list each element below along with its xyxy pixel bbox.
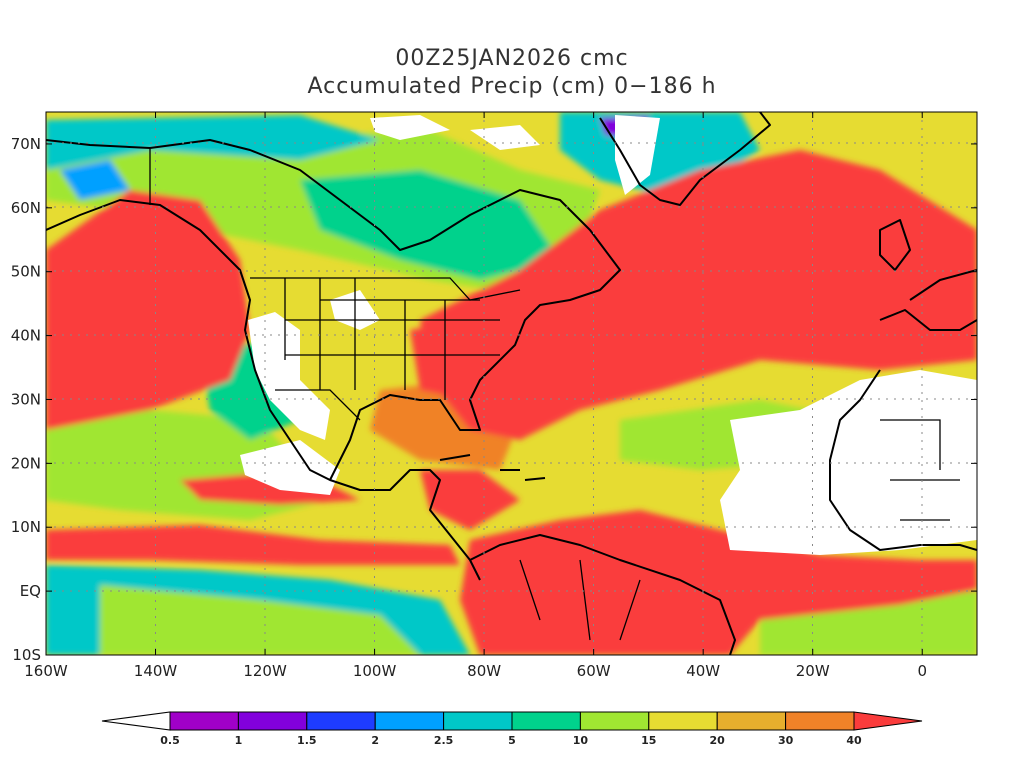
lat-tick-label: 10S: [12, 646, 41, 664]
dry-region-sahara: [720, 370, 977, 555]
boundary-africa: [880, 419, 960, 521]
lon-tick-label: 60W: [577, 662, 611, 680]
boundary-us-states: [284, 278, 500, 400]
lon-tick-label: 140W: [134, 662, 178, 680]
map-frame: [45, 111, 978, 656]
lat-tick-label: 50N: [11, 263, 41, 281]
dry-region-southwest-us: [248, 312, 330, 440]
colorbar-label: 40: [846, 734, 862, 747]
lon-tick-label: 40W: [686, 662, 720, 680]
coastline-europe: [879, 219, 977, 331]
coastline-north-america: [46, 139, 621, 481]
colorbar-bin: [101, 711, 171, 731]
colorbar-bin: [853, 711, 923, 731]
boundary-us-canada: [250, 277, 521, 301]
lat-tick-label: 70N: [11, 135, 41, 153]
lon-tick-label: 120W: [243, 662, 287, 680]
colorbar-label: 30: [778, 734, 794, 747]
lat-tick-label: 10N: [11, 518, 41, 536]
colorbar-bin: [237, 711, 308, 731]
precip-field-red-southamerica: [460, 510, 977, 655]
precip-field-green-pacific-south: [100, 585, 420, 655]
colorbar-label: 2.5: [434, 734, 454, 747]
colorbar-label: 0.5: [160, 734, 180, 747]
precip-field-teal-canada: [300, 170, 560, 280]
colorbar-bin: [716, 711, 787, 731]
dry-region-arctic-isles: [370, 115, 450, 140]
colorbar-bin: [443, 711, 513, 731]
coastline-greenland: [599, 112, 771, 206]
lat-tick-label: 40N: [11, 327, 41, 345]
lon-tick-label: 160W: [24, 662, 68, 680]
colorbar-label: 20: [710, 734, 726, 747]
colorbar-bin: [511, 711, 581, 731]
lon-tick-label: 20W: [796, 662, 830, 680]
colorbar-label: 5: [508, 734, 516, 747]
precip-field-red-northpacific: [46, 190, 250, 430]
colorbar-label: 10: [573, 734, 589, 747]
lat-tick-label: 30N: [11, 390, 41, 408]
lat-tick-label: 20N: [11, 454, 41, 472]
boundary-south-america: [519, 559, 641, 641]
lat-tick-label: 60N: [11, 199, 41, 217]
map-title-line1: 00Z25JAN2026 cmc: [395, 46, 629, 71]
precip-field-red-caribbean: [420, 470, 520, 530]
colorbar-label: 2: [371, 734, 379, 747]
colorbar-label: 1.5: [297, 734, 317, 747]
colorbar: 0.5 1 1.5 2 2.5 5 10 15 20 30 40: [101, 711, 923, 747]
colorbar-label: 1: [235, 734, 243, 747]
colorbar-bin: [374, 711, 445, 731]
colorbar-bin: [648, 711, 718, 731]
lon-tick-label: 0: [917, 662, 927, 680]
colorbar-bin: [169, 711, 239, 731]
map-title-line2: Accumulated Precip (cm) 0−186 h: [307, 74, 717, 99]
dry-region-greenland: [615, 115, 660, 195]
colorbar-label: 15: [641, 734, 656, 747]
lon-tick-label: 80W: [467, 662, 501, 680]
colorbar-bin: [579, 711, 650, 731]
colorbar-bin: [785, 711, 855, 731]
colorbar-bin: [306, 711, 376, 731]
coastline-south-america: [469, 534, 736, 655]
coastline-africa: [829, 369, 977, 551]
precip-field-red-itcz-pacific: [46, 525, 460, 565]
coastline-caribbean: [439, 454, 546, 481]
precip-field-red-northatlantic: [420, 150, 977, 440]
dry-region-arctic-isles2: [470, 125, 540, 150]
lon-tick-label: 100W: [353, 662, 397, 680]
precip-field-blue-arctic: [60, 160, 130, 200]
boundary-us-mexico: [275, 389, 361, 421]
lat-tick-label: EQ: [20, 582, 41, 600]
precip-field-teal-arctic: [46, 115, 380, 170]
